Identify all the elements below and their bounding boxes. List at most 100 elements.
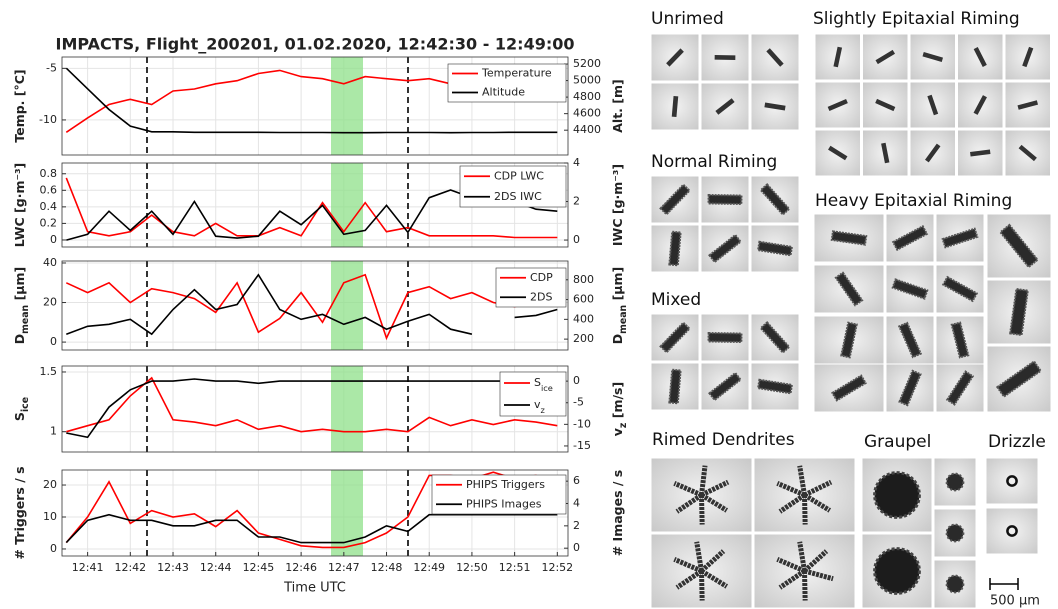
y-axis-label: Temp. [°C] — [12, 69, 27, 142]
group-label: Normal Riming — [651, 152, 777, 172]
legend-label: CDP LWC — [494, 169, 544, 182]
y2-tick-label: 5000 — [573, 74, 601, 87]
y-tick-label: 0 — [50, 542, 57, 555]
y2-tick-label: 800 — [573, 273, 594, 286]
y-tick-label: 1 — [50, 425, 57, 438]
y2-axis-label-rest: [μm] — [610, 267, 625, 305]
legend-label: 2DS IWC — [494, 190, 542, 203]
crystal — [947, 576, 964, 593]
y-tick-label: 20 — [43, 296, 57, 309]
y-tick-label: 0.8 — [40, 167, 58, 180]
highlight-span — [331, 261, 363, 350]
y2-axis-label: Dmean [μm] — [610, 267, 630, 345]
crystal — [702, 495, 703, 525]
group-label: Unrimed — [651, 9, 724, 29]
x-tick-label: 12:48 — [371, 561, 403, 574]
crystal — [805, 571, 806, 601]
x-tick-label: 12:50 — [456, 561, 488, 574]
crystal — [947, 525, 964, 542]
legend-box — [500, 372, 566, 416]
highlight-span — [331, 57, 363, 155]
y2-axis-label-sub: mean — [618, 305, 629, 334]
x-tick-label: 12:51 — [499, 561, 531, 574]
y-tick-label: 0.4 — [40, 200, 58, 213]
y-axis-label-main: LWC [g·m⁻³] — [12, 163, 27, 248]
plot-area — [62, 261, 568, 350]
y2-tick-label: 2 — [573, 519, 580, 532]
x-tick-label: 12:43 — [157, 561, 189, 574]
y2-tick-label: -5 — [573, 396, 584, 409]
y-tick-label: -10 — [39, 113, 57, 126]
crystal — [947, 474, 964, 491]
y2-axis-label-main: IWC [g·m⁻³] — [610, 164, 625, 246]
y2-axis-label-main: v — [610, 428, 625, 436]
y2-tick-label: 0 — [573, 233, 580, 246]
y-axis-label-main: S — [12, 412, 27, 421]
x-axis-label: Time UTC — [283, 581, 346, 596]
x-tick-label: 12:46 — [285, 561, 317, 574]
crystal — [715, 55, 736, 60]
figure: IMPACTS, Flight_200201, 01.02.2020, 12:4… — [0, 0, 1058, 609]
y2-tick-label: 6 — [573, 474, 580, 487]
crystal — [708, 195, 741, 204]
y-tick-label: 20 — [43, 478, 57, 491]
y-axis-label-main: # Triggers / s — [12, 466, 27, 559]
y-tick-label: 0.6 — [40, 183, 58, 196]
crystal — [875, 473, 920, 518]
legend-label: PHIPS Images — [466, 497, 542, 510]
y2-tick-label: -15 — [573, 439, 591, 452]
chart-title: IMPACTS, Flight_200201, 01.02.2020, 12:4… — [55, 35, 574, 54]
y-tick-label: 10 — [43, 510, 57, 523]
y2-tick-label: 4 — [573, 497, 580, 510]
y-axis-label-main: D — [12, 334, 27, 344]
y-tick-label: 0 — [50, 233, 57, 246]
y-axis-label-rest: [μm] — [12, 267, 27, 305]
legend-label: CDP — [530, 271, 553, 284]
crystal — [669, 232, 680, 266]
legend-label: PHIPS Triggers — [466, 478, 545, 491]
y2-tick-label: -10 — [573, 417, 591, 430]
y2-axis-label-main: Alt. [m] — [610, 79, 625, 133]
y-axis-label: Sice — [12, 397, 32, 421]
scale-bar-label: 500 µm — [990, 594, 1040, 609]
y-tick-label: -5 — [46, 61, 57, 74]
x-tick-label: 12:45 — [243, 561, 275, 574]
y-tick-label: 0.2 — [40, 216, 58, 229]
y2-axis-label-main: D — [610, 334, 625, 344]
group-label: Heavy Epitaxial Riming — [815, 191, 1012, 211]
crystal-image — [986, 508, 1038, 554]
legend-name: PHIPS Images — [466, 497, 542, 510]
legend-name: Temperature — [481, 67, 552, 80]
y2-axis-label: # Images / s — [610, 470, 625, 557]
y2-axis-label: IWC [g·m⁻³] — [610, 164, 625, 246]
x-tick-label: 12:49 — [413, 561, 445, 574]
crystal — [702, 466, 706, 495]
group-label: Mixed — [651, 290, 701, 310]
y2-tick-label: 4800 — [573, 90, 601, 103]
y2-axis-label: vz [m/s] — [610, 382, 630, 436]
legend-label: Altitude — [482, 86, 525, 99]
legend-name: 2DS — [530, 290, 552, 303]
y2-tick-label: 2 — [573, 195, 580, 208]
y2-tick-label: 200 — [573, 332, 594, 345]
y2-axis-label: Alt. [m] — [610, 79, 625, 133]
group-label: Graupel — [864, 432, 931, 452]
y-axis-label-sub: ice — [20, 397, 31, 412]
y2-tick-label: 400 — [573, 312, 594, 325]
legend-label: Temperature — [481, 67, 552, 80]
legend-name: CDP — [530, 271, 553, 284]
legend-name: 2DS IWC — [494, 190, 542, 203]
crystal-image — [986, 458, 1038, 504]
x-tick-label: 12:52 — [541, 561, 573, 574]
x-tick-label: 12:47 — [328, 561, 360, 574]
legend-name-sub: z — [541, 405, 545, 415]
y2-tick-label: 600 — [573, 293, 594, 306]
group-label: Slightly Epitaxial Riming — [813, 9, 1020, 29]
y-tick-label: 0 — [50, 335, 57, 348]
y-axis-label-main: Temp. [°C] — [12, 69, 27, 142]
legend-name: CDP LWC — [494, 169, 544, 182]
y2-tick-label: 0 — [573, 541, 580, 554]
group-label: Rimed Dendrites — [652, 430, 795, 450]
crystal — [708, 333, 741, 342]
crystal — [875, 549, 920, 594]
